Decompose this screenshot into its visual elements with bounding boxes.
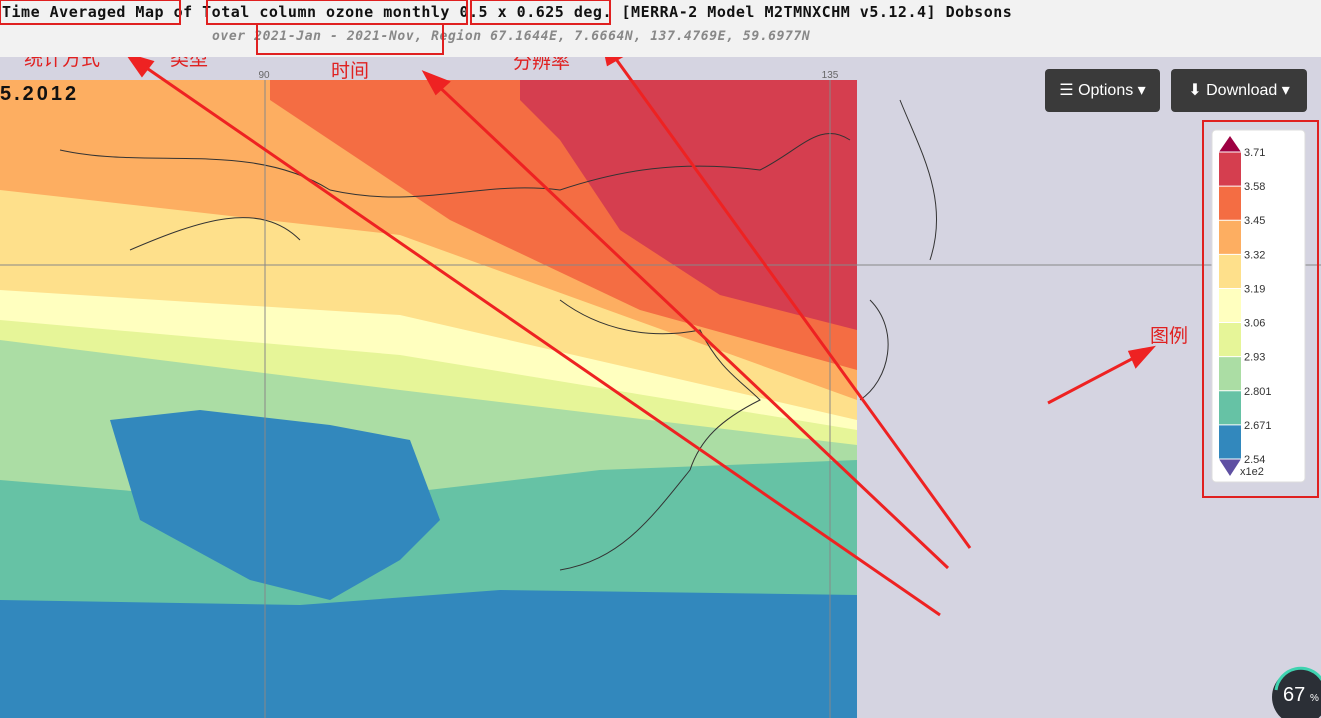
legend-swatch — [1219, 254, 1241, 289]
title-part: 0.5 x 0.625 deg — [459, 3, 603, 21]
legend: 3.71 3.58 3.45 3.32 3.19 3.06 2.93 2.801 2.671 2.… — [1211, 129, 1306, 483]
annotation: 图例 — [1150, 325, 1188, 347]
badge-value: 67 — [1283, 684, 1305, 706]
legend-swatch — [1219, 220, 1241, 255]
download-button[interactable]: ⬇ Download ▾ — [1171, 69, 1307, 112]
coastline — [59, 99, 938, 571]
corner-label: 5.2012 — [0, 83, 79, 105]
legend-label: 2.801 — [1244, 386, 1272, 398]
title-part: of — [173, 3, 193, 21]
legend-swatch — [1219, 322, 1241, 357]
title-part: Total column ozone monthly — [202, 3, 450, 21]
band — [520, 80, 857, 330]
legend-label: 3.19 — [1244, 283, 1265, 295]
legend-label: 3.32 — [1244, 249, 1265, 261]
legend-label: 2.671 — [1244, 420, 1272, 432]
legend-swatch — [1219, 152, 1241, 187]
subtitle: over 2021-Jan - 2021-Nov, Region 67.1644… — [212, 29, 810, 44]
annotation: 时间 — [331, 60, 369, 82]
badge — [1272, 669, 1321, 718]
lon-label: 135 — [822, 70, 839, 81]
legend-swatch — [1219, 288, 1241, 323]
legend-label: 2.54 — [1244, 454, 1265, 466]
subtitle-part: 2021-Jan - 2021-Nov — [254, 29, 415, 44]
legend-label: 3.06 — [1244, 318, 1265, 330]
legend-swatch — [1219, 186, 1241, 221]
band — [0, 590, 857, 718]
subtitle-part: , Region 67.1644E, 7.6664N, 137.4769E, 5… — [414, 29, 811, 44]
legend-label: 3.45 — [1244, 215, 1265, 227]
legend-label: 2.93 — [1244, 352, 1265, 364]
legend-scale: x1e2 — [1240, 466, 1264, 478]
title-part: Time Averaged Map — [2, 3, 165, 21]
legend-swatch — [1219, 356, 1241, 391]
badge-ring — [1274, 666, 1321, 691]
header: Time Averaged Map of Total column ozone … — [0, 0, 1321, 57]
legend-label: 3.71 — [1244, 147, 1265, 159]
button-label: Download — [1206, 82, 1278, 99]
options-button[interactable]: ☰ Options ▾ — [1045, 69, 1160, 112]
subtitle-part: over — [212, 29, 246, 44]
badge-unit: % — [1310, 693, 1319, 704]
title-part: . [MERRA-2 Model M2TMNXCHM v5.12.4] Dobs… — [602, 3, 1013, 21]
legend-label: 3.58 — [1244, 181, 1265, 193]
legend-swatch — [1219, 390, 1241, 425]
lon-label: 90 — [258, 70, 270, 81]
legend-arrow — [1219, 459, 1241, 476]
annotation-arrows — [124, 37, 1157, 617]
title: Time Averaged Map of Total column ozone … — [2, 3, 1012, 21]
band — [110, 410, 440, 600]
legend-arrow — [1219, 136, 1241, 152]
legend-swatch — [1219, 424, 1241, 459]
button-label: Options — [1078, 82, 1134, 99]
annotation-box — [1202, 120, 1319, 498]
